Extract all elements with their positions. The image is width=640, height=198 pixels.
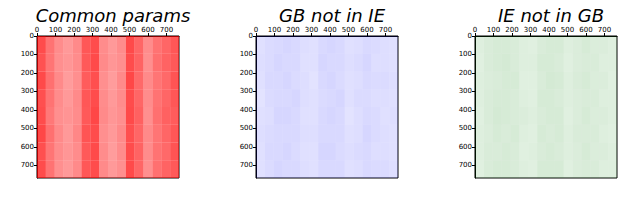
svg-text:GB not in IE: GB not in IE	[279, 5, 386, 26]
svg-text:400: 400	[323, 26, 336, 34]
svg-text:600: 600	[21, 143, 34, 151]
svg-text:500: 500	[561, 26, 574, 34]
svg-text:100: 100	[21, 50, 34, 58]
svg-text:400: 400	[104, 26, 117, 34]
svg-text:200: 200	[459, 69, 472, 77]
svg-text:600: 600	[360, 26, 373, 34]
svg-text:700: 700	[240, 161, 253, 169]
svg-text:500: 500	[21, 124, 34, 132]
svg-text:0: 0	[35, 26, 39, 34]
svg-text:IE not in GB: IE not in GB	[498, 5, 604, 26]
svg-text:200: 200	[67, 26, 80, 34]
svg-text:300: 300	[459, 87, 472, 95]
svg-text:200: 200	[240, 69, 253, 77]
svg-text:400: 400	[542, 26, 555, 34]
svg-text:100: 100	[240, 50, 253, 58]
svg-text:500: 500	[123, 26, 136, 34]
svg-text:300: 300	[21, 87, 34, 95]
svg-text:700: 700	[379, 26, 392, 34]
svg-text:300: 300	[86, 26, 99, 34]
svg-text:200: 200	[505, 26, 518, 34]
svg-text:600: 600	[459, 143, 472, 151]
svg-text:0: 0	[30, 32, 34, 40]
svg-text:300: 300	[305, 26, 318, 34]
svg-text:300: 300	[240, 87, 253, 95]
svg-text:600: 600	[240, 143, 253, 151]
svg-text:200: 200	[21, 69, 34, 77]
svg-text:700: 700	[598, 26, 611, 34]
svg-text:400: 400	[240, 106, 253, 114]
svg-text:500: 500	[342, 26, 355, 34]
svg-text:500: 500	[240, 124, 253, 132]
svg-text:600: 600	[141, 26, 154, 34]
svg-text:200: 200	[286, 26, 299, 34]
svg-text:700: 700	[459, 161, 472, 169]
svg-text:100: 100	[268, 26, 281, 34]
svg-text:100: 100	[487, 26, 500, 34]
svg-text:400: 400	[21, 106, 34, 114]
svg-text:0: 0	[249, 32, 253, 40]
svg-text:0: 0	[473, 26, 477, 34]
svg-text:300: 300	[524, 26, 537, 34]
svg-text:100: 100	[459, 50, 472, 58]
svg-text:400: 400	[459, 106, 472, 114]
svg-text:0: 0	[254, 26, 258, 34]
svg-text:700: 700	[160, 26, 173, 34]
svg-text:0: 0	[468, 32, 472, 40]
svg-text:500: 500	[459, 124, 472, 132]
svg-text:100: 100	[49, 26, 62, 34]
svg-text:600: 600	[579, 26, 592, 34]
svg-text:700: 700	[21, 161, 34, 169]
svg-text:Common params: Common params	[36, 5, 191, 26]
